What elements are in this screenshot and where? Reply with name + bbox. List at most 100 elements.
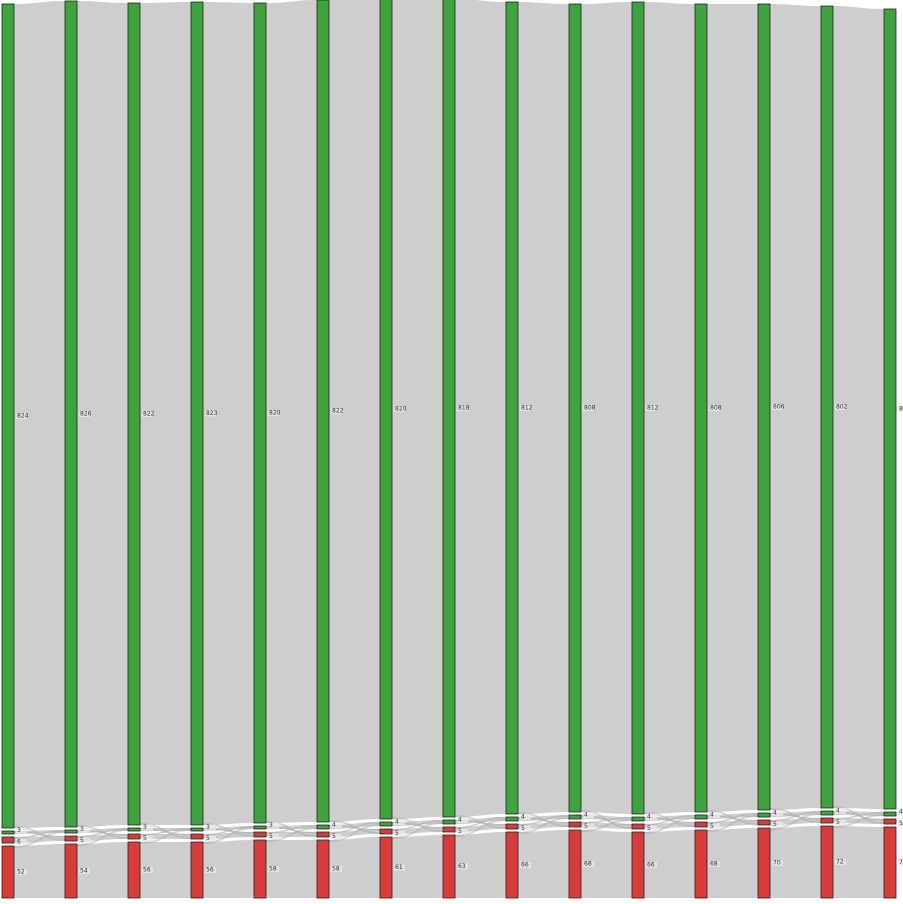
flow-link — [266, 0, 317, 823]
node-label: 72 — [836, 859, 844, 866]
label-box — [520, 825, 531, 832]
node — [505, 816, 519, 822]
label-box — [16, 869, 27, 875]
node-label: 52 — [17, 869, 25, 876]
node — [64, 829, 78, 834]
node-label: 800 — [899, 406, 903, 413]
label-box — [205, 867, 216, 873]
label-box — [142, 411, 153, 417]
label-box — [772, 404, 783, 410]
flow-link — [266, 821, 317, 837]
node-label: 4 — [395, 819, 399, 826]
node-label: 63 — [458, 863, 466, 870]
label-box — [79, 826, 90, 833]
node — [442, 0, 456, 818]
flow-link — [707, 815, 758, 832]
flow-link — [770, 808, 821, 823]
label-box — [331, 408, 342, 414]
node — [883, 818, 897, 825]
flow-link — [518, 830, 569, 898]
node-label: 4 — [710, 812, 714, 819]
flow-link — [140, 842, 191, 898]
node-label: 5 — [80, 837, 84, 844]
flow-link — [140, 823, 191, 839]
flow-link — [770, 4, 821, 810]
label-box — [268, 833, 279, 840]
label-box — [457, 817, 468, 823]
label-box — [331, 822, 342, 828]
node-label: 68 — [710, 861, 718, 868]
label-box — [457, 405, 468, 411]
label-box — [709, 823, 720, 830]
flow-link — [518, 2, 569, 814]
label-box — [16, 413, 27, 419]
flow-link — [833, 826, 884, 898]
node-label: 808 — [584, 405, 596, 412]
node-label: 58 — [332, 866, 340, 873]
label-box — [646, 862, 657, 868]
node — [64, 835, 78, 842]
flow-link — [14, 1, 65, 828]
flow-link — [329, 0, 380, 822]
node-label: 4 — [521, 814, 525, 821]
node — [820, 817, 834, 824]
flow-link — [455, 815, 506, 829]
node-label: 66 — [647, 862, 655, 869]
node — [568, 821, 582, 828]
node — [505, 831, 519, 899]
label-box — [520, 814, 531, 820]
node — [1, 830, 15, 835]
label-box — [79, 868, 90, 874]
node-label: 806 — [773, 404, 785, 411]
node — [190, 833, 204, 840]
node-label: 4 — [458, 817, 462, 824]
flow-link — [203, 827, 254, 844]
flow-link — [329, 837, 380, 898]
label-box — [331, 833, 342, 840]
node-label: 5 — [395, 830, 399, 837]
node — [64, 0, 78, 828]
node-label: 4 — [899, 809, 903, 816]
label-box — [394, 406, 405, 412]
flow-link — [392, 817, 443, 832]
node-label: 5 — [143, 835, 147, 842]
label-box — [142, 824, 153, 831]
node-label: 5 — [332, 833, 336, 840]
node-label: 824 — [17, 413, 29, 420]
flow-link — [833, 814, 884, 828]
label-box — [646, 405, 657, 411]
node — [568, 829, 582, 899]
node — [757, 827, 771, 899]
node — [631, 816, 645, 822]
node-label: 3 — [80, 826, 84, 833]
flow-link — [329, 824, 380, 842]
flow-link — [455, 819, 506, 837]
node — [631, 1, 645, 815]
flow-link — [644, 817, 695, 834]
label-box — [268, 410, 279, 416]
node — [1, 836, 15, 844]
flow-link — [203, 823, 254, 837]
node — [820, 825, 834, 899]
flow-link — [77, 842, 128, 898]
flow-link — [707, 4, 758, 812]
label-box — [772, 860, 783, 866]
node-label: 5 — [647, 825, 651, 832]
label-box — [835, 404, 846, 410]
node-label: 5 — [899, 820, 903, 827]
node-label: 68 — [584, 861, 592, 868]
node-label: 812 — [521, 405, 533, 412]
node-label: 66 — [521, 862, 529, 869]
node — [883, 826, 897, 899]
flow-link — [770, 826, 821, 898]
node-label: 5 — [836, 819, 840, 826]
label-box — [457, 828, 468, 835]
node — [631, 831, 645, 899]
label-box — [394, 819, 405, 825]
node — [316, 839, 330, 899]
node — [379, 0, 393, 820]
node-label: 4 — [332, 822, 336, 829]
node-label: 5 — [521, 825, 525, 832]
flow-link — [770, 813, 821, 830]
label-box — [205, 835, 216, 842]
